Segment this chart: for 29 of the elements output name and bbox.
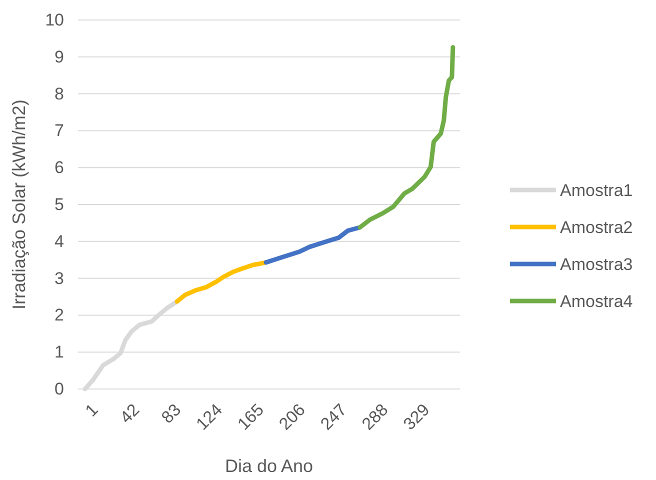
x-tick-label: 288 [358,400,392,434]
y-axis-title: Irradiação Solar (kWh/m2) [9,99,29,310]
x-tick-label: 206 [275,400,309,434]
y-tick-label: 2 [54,306,64,325]
legend-label: Amostra1 [560,180,633,200]
y-tick-label: 8 [54,84,64,104]
line-series [358,45,456,230]
line-series [264,225,362,265]
x-tick-label: 165 [234,400,268,434]
y-tick-label: 3 [54,268,64,288]
y-tick-label: 10 [45,10,64,30]
legend-label: Amostra2 [560,218,633,237]
x-tick-label: 1 [82,400,102,420]
y-tick-label: 1 [54,342,64,362]
y-tick-label: 7 [54,121,64,140]
legend-label: Amostra3 [560,254,633,274]
y-tick-label: 4 [54,232,64,251]
x-tick-label: 247 [316,400,350,434]
legend-label: Amostra4 [560,292,633,311]
x-tick-label: 83 [158,400,185,428]
y-tick-label: 0 [54,379,64,398]
y-tick-label: 5 [54,194,64,214]
x-tick-label: 42 [116,400,144,428]
x-tick-label: 124 [192,400,226,434]
x-axis-title: Dia do Ano [224,456,314,476]
y-tick-label: 9 [54,47,64,66]
line-series [174,260,268,304]
x-tick-label: 329 [400,400,434,434]
y-tick-label: 6 [54,158,64,178]
